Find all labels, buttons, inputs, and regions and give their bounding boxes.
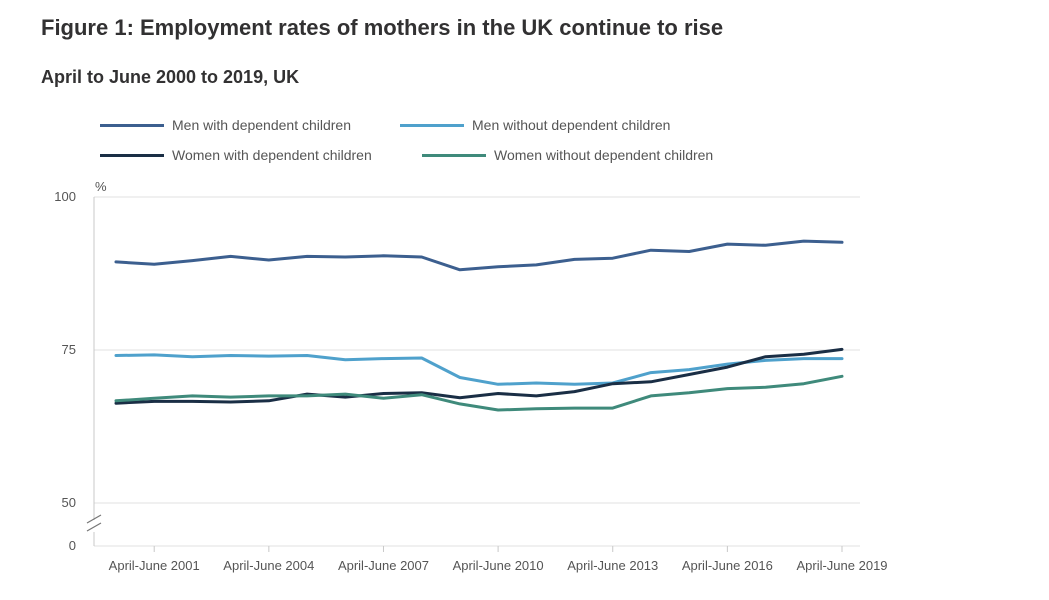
legend-item-men-without-children[interactable]: Men without dependent children — [400, 117, 670, 133]
series-line-1 — [114, 353, 844, 386]
legend-item-men-with-children[interactable]: Men with dependent children — [100, 117, 351, 133]
legend-swatch — [422, 153, 486, 157]
y-tick-label: 50 — [62, 495, 76, 510]
legend-label: Men without dependent children — [472, 117, 671, 133]
chart-title: Figure 1: Employment rates of mothers in… — [41, 15, 724, 40]
legend-label: Men with dependent children — [172, 117, 352, 133]
x-tick-label: April-June 2013 — [567, 558, 658, 573]
chart-subtitle: April to June 2000 to 2019, UK — [41, 67, 300, 87]
y-tick-label: 75 — [62, 342, 76, 357]
legend-label: Women without dependent children — [494, 147, 714, 163]
x-tick-label: April-June 2004 — [223, 558, 314, 573]
x-tick-label: April-June 2007 — [338, 558, 429, 573]
series-line-2 — [114, 347, 844, 405]
axis-break-mark — [86, 514, 102, 524]
legend-item-women-with-children[interactable]: Women with dependent children — [100, 147, 372, 163]
y-axis-unit-label: % — [95, 179, 107, 194]
legend-item-women-without-children[interactable]: Women without dependent children — [422, 147, 713, 163]
series-line-0 — [114, 239, 844, 272]
y-tick-label: 100 — [54, 189, 76, 204]
x-tick-label: April-June 2001 — [109, 558, 200, 573]
axis-break-mark — [86, 522, 102, 532]
x-tick-label: April-June 2016 — [682, 558, 773, 573]
x-tick-label: April-June 2010 — [453, 558, 544, 573]
legend-swatch — [400, 123, 464, 127]
series-line-3 — [114, 374, 844, 412]
legend-swatch — [100, 153, 164, 157]
legend-swatch — [100, 123, 164, 127]
x-tick-label: April-June 2019 — [796, 558, 887, 573]
legend-label: Women with dependent children — [172, 147, 372, 163]
y-tick-label: 0 — [69, 538, 76, 553]
